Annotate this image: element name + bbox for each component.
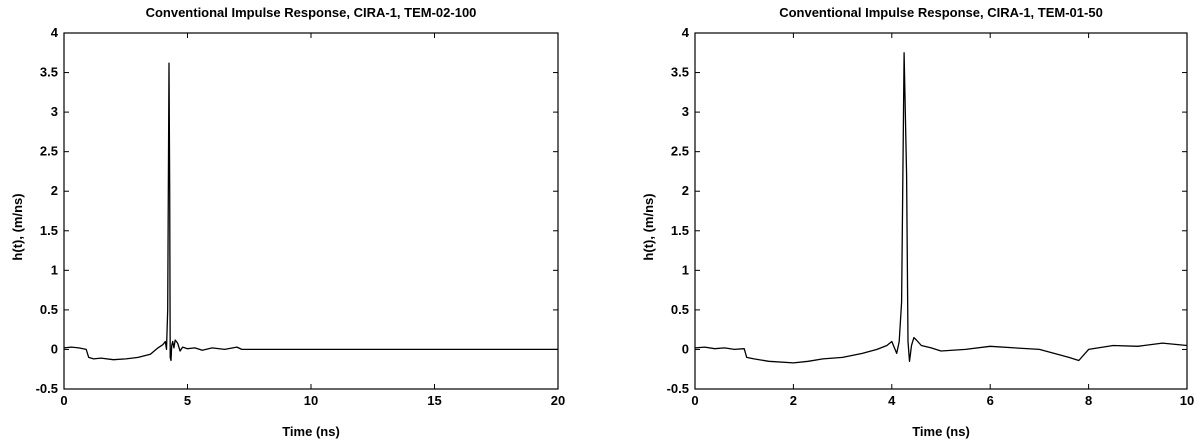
x-axis-label: Time (ns) [282, 424, 340, 439]
x-tick-label: 20 [551, 393, 565, 408]
y-tick-label: 2.5 [40, 144, 58, 159]
plot-frame [694, 32, 1188, 390]
x-tick-label: 8 [1085, 393, 1092, 408]
y-tick-label: 1 [51, 262, 58, 277]
x-tick-label: 5 [184, 393, 191, 408]
y-tick-label: 4 [682, 25, 690, 40]
y-tick-label: 0.5 [40, 302, 58, 317]
y-tick-label: 0.5 [671, 302, 689, 317]
x-tick-label: 6 [987, 393, 994, 408]
impulse-response-line [63, 62, 558, 362]
y-axis-label: h(t), (m/ns) [641, 193, 656, 260]
x-tick-label: 10 [304, 393, 318, 408]
y-tick-label: 0 [682, 341, 689, 356]
y-tick-label: 3.5 [40, 65, 58, 80]
x-tick-label: 10 [1180, 393, 1194, 408]
y-tick-label: 4 [51, 25, 59, 40]
x-tick-label: 0 [691, 393, 698, 408]
x-tick-label: 2 [790, 393, 797, 408]
y-tick-label: -0.5 [667, 381, 689, 396]
impulse-response-chart-right: Conventional Impulse Response, CIRA-1, T… [641, 5, 1194, 439]
y-tick-label: 3 [682, 104, 689, 119]
y-tick-label: 3 [51, 104, 58, 119]
y-tick-label: 2.5 [671, 144, 689, 159]
chart-panel-right: Conventional Impulse Response, CIRA-1, T… [601, 0, 1202, 443]
x-tick-label: 15 [427, 393, 441, 408]
y-tick-label: 3.5 [671, 65, 689, 80]
y-tick-label: 1.5 [671, 223, 689, 238]
plot-frame [63, 32, 559, 390]
chart-title: Conventional Impulse Response, CIRA-1, T… [146, 5, 477, 20]
impulse-response-chart-left: Conventional Impulse Response, CIRA-1, T… [10, 5, 565, 439]
y-tick-label: 0 [51, 341, 58, 356]
y-tick-label: 2 [51, 183, 58, 198]
chart-panel-left: Conventional Impulse Response, CIRA-1, T… [10, 5, 565, 439]
y-tick-label: -0.5 [36, 381, 58, 396]
x-axis-label: Time (ns) [912, 424, 970, 439]
x-tick-label: 4 [888, 393, 896, 408]
x-tick-label: 0 [60, 393, 67, 408]
chart-title: Conventional Impulse Response, CIRA-1, T… [779, 5, 1103, 20]
y-tick-label: 1.5 [40, 223, 58, 238]
y-axis-label: h(t), (m/ns) [10, 193, 25, 260]
impulse-response-line [694, 52, 1188, 364]
y-tick-label: 1 [682, 262, 689, 277]
y-tick-label: 2 [682, 183, 689, 198]
